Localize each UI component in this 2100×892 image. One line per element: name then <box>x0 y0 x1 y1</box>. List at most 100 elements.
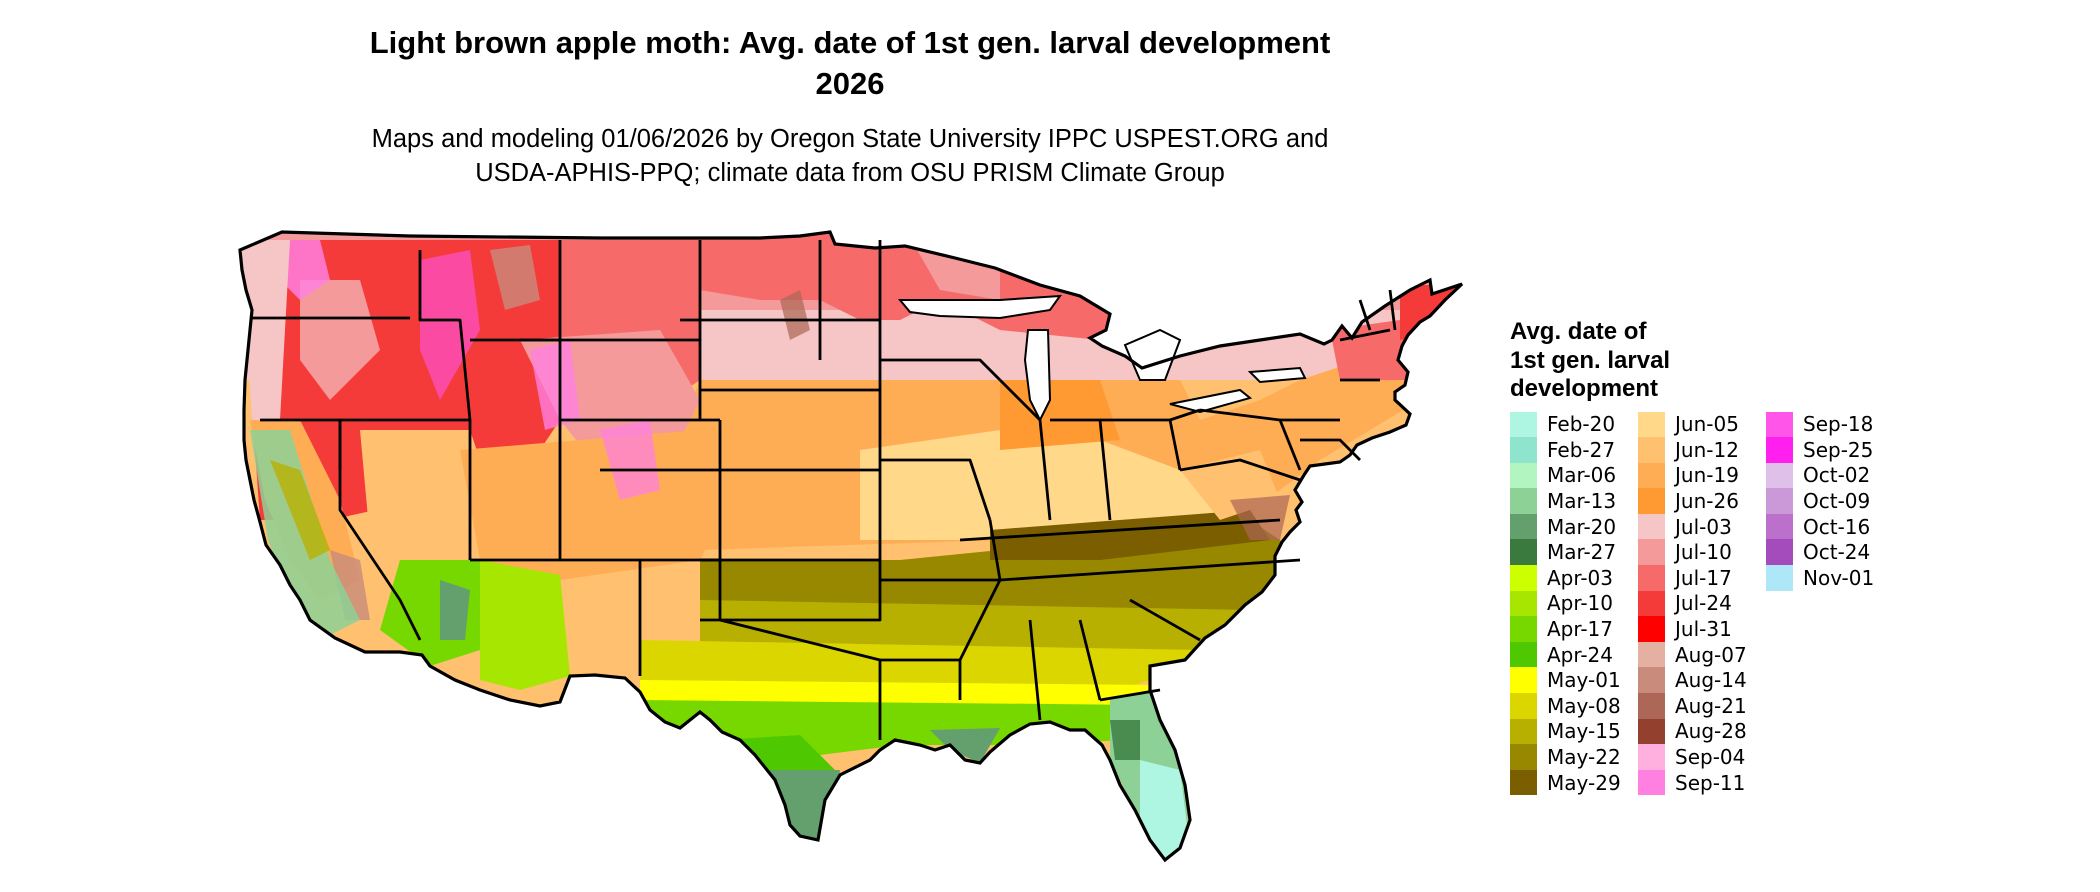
legend-item: Mar-06 <box>1510 462 1621 489</box>
map-subtitle-line2: USDA-APHIS-PPQ; climate data from OSU PR… <box>475 159 1225 187</box>
legend-swatch <box>1638 488 1665 514</box>
legend-swatch <box>1510 616 1537 642</box>
legend-item: Sep-04 <box>1638 744 1747 770</box>
legend-swatch <box>1638 769 1665 796</box>
legend-item: Apr-24 <box>1510 641 1621 668</box>
legend-swatch <box>1510 437 1537 463</box>
legend-item: Oct-09 <box>1766 488 1874 514</box>
legend-item: Jul-24 <box>1638 590 1747 617</box>
map-title-line1: Light brown apple moth: Avg. date of 1st… <box>369 25 1331 60</box>
legend-item: Mar-20 <box>1510 513 1621 540</box>
legend-item: Sep-25 <box>1766 437 1874 463</box>
legend-item: May-01 <box>1510 667 1621 694</box>
legend-swatch <box>1638 641 1665 668</box>
legend-label: Aug-28 <box>1675 719 1747 744</box>
legend-label: Oct-02 <box>1803 463 1871 488</box>
state-borders <box>250 240 1397 740</box>
legend-item: Apr-03 <box>1510 565 1621 591</box>
legend-swatch <box>1638 437 1665 463</box>
great-lakes <box>897 294 1307 423</box>
legend-item: Aug-07 <box>1638 641 1747 668</box>
legend-label: Apr-10 <box>1547 591 1613 616</box>
legend-swatch <box>1638 744 1665 770</box>
legend-label: Oct-24 <box>1803 540 1871 565</box>
legend-item: Mar-13 <box>1510 488 1621 514</box>
legend-label: May-01 <box>1547 668 1621 693</box>
legend-label: Jul-31 <box>1675 617 1732 642</box>
legend-swatch <box>1638 565 1665 591</box>
legend-swatch <box>1510 488 1537 514</box>
map-fill <box>240 232 1462 860</box>
legend-label: Apr-17 <box>1547 617 1613 642</box>
legend-label: Mar-13 <box>1547 489 1617 514</box>
legend-label: Sep-18 <box>1803 412 1874 437</box>
legend-item: Mar-27 <box>1510 539 1621 566</box>
legend-swatch <box>1638 718 1665 745</box>
legend-label: May-22 <box>1547 745 1621 770</box>
legend-column: Jun-05 Jun-12 Jun-19 Jun-26 Jul-03 Jul-10 Jul-… <box>1638 411 1747 796</box>
legend-item: Jun-05 <box>1638 411 1747 438</box>
legend-item: Jul-03 <box>1638 513 1747 540</box>
legend-label: Oct-09 <box>1803 489 1871 514</box>
legend-item: May-08 <box>1510 693 1621 719</box>
legend-swatch <box>1766 462 1793 489</box>
legend-item: Jun-12 <box>1638 437 1747 463</box>
legend-label: Feb-27 <box>1547 437 1616 462</box>
legend-item: Oct-16 <box>1766 513 1874 540</box>
legend-item: Jul-10 <box>1638 539 1747 566</box>
legend-item: Jul-17 <box>1638 565 1747 591</box>
legend-swatch <box>1510 769 1537 796</box>
legend-swatch <box>1766 513 1793 540</box>
legend-swatch <box>1510 641 1537 668</box>
legend-swatch <box>1510 744 1537 770</box>
legend-swatch <box>1510 667 1537 694</box>
legend-title: Avg. date of 1st gen. larval development <box>1510 318 1671 402</box>
legend: Avg. date of 1st gen. larval development… <box>1510 318 1874 796</box>
legend-swatch <box>1766 539 1793 566</box>
legend-swatch <box>1766 565 1793 591</box>
legend-label: Nov-01 <box>1803 565 1875 590</box>
legend-swatch <box>1510 539 1537 566</box>
legend-swatch <box>1510 462 1537 489</box>
legend-swatch <box>1638 513 1665 540</box>
map-subtitle-line1: Maps and modeling 01/06/2026 by Oregon S… <box>371 125 1329 153</box>
legend-label: Jul-10 <box>1675 540 1732 565</box>
legend-item: May-29 <box>1510 769 1621 796</box>
legend-item: Jul-31 <box>1638 616 1747 642</box>
legend-swatch <box>1638 693 1665 719</box>
legend-item: Feb-20 <box>1510 411 1621 438</box>
legend-swatch <box>1638 590 1665 617</box>
legend-swatch <box>1510 411 1537 438</box>
legend-item: Apr-17 <box>1510 616 1621 642</box>
legend-label: Apr-24 <box>1547 642 1613 667</box>
legend-label: Jul-03 <box>1675 514 1732 539</box>
legend-item: Apr-10 <box>1510 590 1621 617</box>
legend-label: Sep-11 <box>1675 770 1746 795</box>
legend-label: Mar-20 <box>1547 514 1617 539</box>
legend-item: May-22 <box>1510 744 1621 770</box>
legend-swatch <box>1766 437 1793 463</box>
legend-item: Aug-28 <box>1638 718 1747 745</box>
legend-item: Nov-01 <box>1766 565 1874 591</box>
legend-label: Jun-05 <box>1675 412 1739 437</box>
legend-label: Aug-21 <box>1675 693 1747 718</box>
legend-label: Jul-17 <box>1675 565 1732 590</box>
legend-swatch <box>1638 462 1665 489</box>
map-title: Light brown apple moth: Avg. date of 1st… <box>220 22 1480 104</box>
legend-label: Mar-06 <box>1547 463 1617 488</box>
legend-swatch <box>1638 411 1665 438</box>
legend-label: Oct-16 <box>1803 514 1871 539</box>
legend-label: Aug-14 <box>1675 668 1747 693</box>
legend-label: Jun-12 <box>1675 437 1739 462</box>
legend-swatch <box>1510 513 1537 540</box>
legend-label: May-29 <box>1547 770 1621 795</box>
legend-swatch <box>1510 693 1537 719</box>
legend-item: Jun-19 <box>1638 462 1747 489</box>
legend-label: Mar-27 <box>1547 540 1617 565</box>
legend-column: Feb-20 Feb-27 Mar-06 Mar-13 Mar-20 Mar-27 Apr-… <box>1510 411 1621 796</box>
legend-item: Sep-18 <box>1766 411 1874 438</box>
legend-label: Feb-20 <box>1547 412 1616 437</box>
legend-label: May-15 <box>1547 719 1621 744</box>
legend-label: Jul-24 <box>1675 591 1732 616</box>
